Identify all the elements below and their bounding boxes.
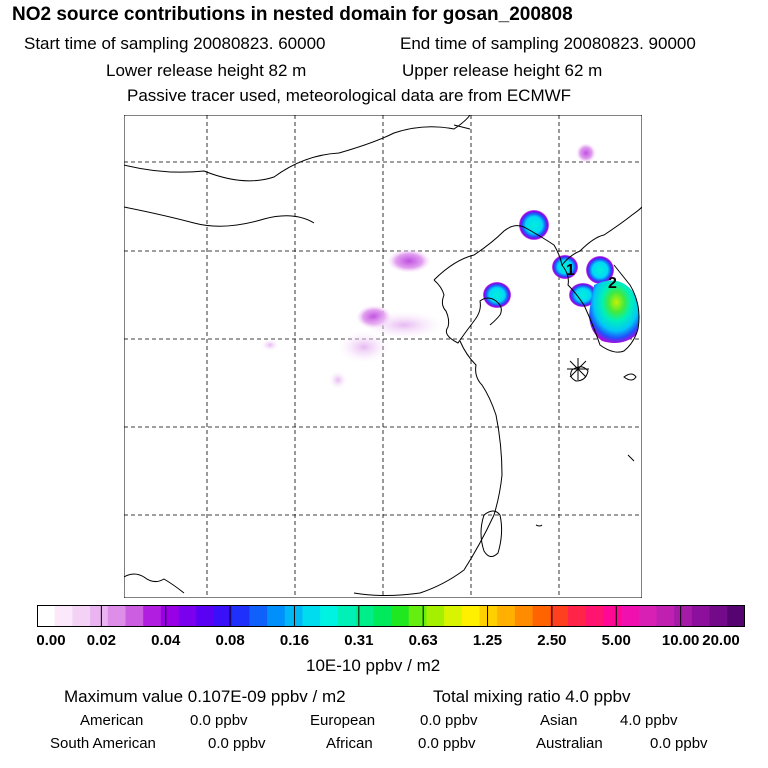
plume-pyongyang [552,255,578,279]
colorbar-cell [302,605,321,627]
colorbar-cell [408,605,427,627]
plume-korea-south [589,280,639,343]
end-time-label: End time of sampling 20080823. 90000 [400,34,696,53]
plume-korea-north [586,256,614,284]
region-name-south-american: South American [50,735,156,752]
colorbar-cell [355,605,374,627]
colorbar-cell [320,605,339,627]
colorbar-unit-label: 10E-10 ppbv / m2 [306,656,441,675]
colorbar-tick-label: 20.00 [702,632,740,649]
colorbar-tick-label: 0.16 [279,632,310,649]
region-name-australian: Australian [536,735,603,752]
plume-seoul [569,283,597,307]
plume-inland-band [364,311,444,339]
colorbar-cell [37,605,56,627]
colorbar-tick-label: 0.00 [36,632,66,649]
colorbar-tick-label: 0.08 [215,632,245,649]
colorbar-cell [532,605,551,627]
region-value-asian: 4.0 ppbv [620,712,678,729]
colorbar-cell [143,605,162,627]
colorbar [37,605,745,627]
colorbar-cell [568,605,587,627]
colorbar-cell [426,605,445,627]
receptor-marker [567,358,589,380]
plume-inland-far-south [329,371,347,389]
page-title: NO2 source contributions in nested domai… [12,4,573,25]
colorbar-cell [603,605,622,627]
colorbar-tick-label: 0.31 [344,632,374,649]
colorbar-cell [214,605,233,627]
colorbar-tick-label: 0.04 [151,632,181,649]
colorbar-cell [72,605,91,627]
colorbar-cell [337,605,357,627]
colorbar-cell [373,605,392,627]
colorbar-cell [267,605,286,627]
colorbar-cell [709,605,728,627]
colorbar-tick-label: 10.00 [661,632,700,649]
source-marker-2: 2 [608,275,617,292]
plume-inland-north [387,249,431,273]
colorbar-tick-label: 0.63 [408,632,438,649]
plume-inland-south [338,331,390,363]
plume-manchuria [519,210,549,240]
total-mixing-ratio-label: Total mixing ratio 4.0 ppbv [433,687,631,706]
colorbar-cell [249,605,268,627]
colorbar-tick-label: 5.00 [601,632,631,649]
colorbar-cell [638,605,658,627]
colorbar-cell [514,605,534,627]
colorbar-cell [54,605,73,627]
region-name-asian: Asian [540,712,578,729]
colorbar-cell [107,605,127,627]
colorbar-cell [674,605,693,627]
colorbar-tick-label: 2.50 [537,632,567,649]
colorbar-cell [461,605,481,627]
colorbar-cell [727,605,745,627]
colorbar-tick-label: 1.25 [472,632,503,649]
colorbar-cell [196,605,215,627]
colorbar-cell [160,605,180,627]
lower-release-height-label: Lower release height 82 m [106,61,307,80]
map-panel: 1 2 [124,115,642,598]
source-marker-1: 1 [566,262,575,279]
region-value-south-american: 0.0 ppbv [208,735,266,752]
colorbar-cell [497,605,516,627]
colorbar-cell [178,605,197,627]
tracer-info-label: Passive tracer used, meteorological data… [127,86,572,105]
region-name-african: African [326,735,373,752]
region-value-american: 0.0 ppbv [190,712,248,729]
max-value-label: Maximum value 0.107E-09 ppbv / m2 [64,687,346,706]
colorbar-cell [621,605,640,627]
region-value-australian: 0.0 ppbv [650,735,708,752]
region-name-european: European [310,712,376,729]
region-name-american: American [80,712,144,729]
concentration-field [261,143,639,389]
colorbar-cell [656,605,675,627]
plume-liaodong [483,282,511,308]
colorbar-cell [444,605,463,627]
start-time-label: Start time of sampling 20080823. 60000 [24,34,326,53]
colorbar-cell [585,605,604,627]
colorbar-cell [479,605,498,627]
colorbar-cell [550,605,569,627]
plume-inland-west [261,339,279,351]
plume-north [576,143,596,163]
colorbar-tick-label: 0.02 [86,632,116,649]
region-value-african: 0.0 ppbv [418,735,476,752]
region-value-european: 0.0 ppbv [420,712,478,729]
colorbar-cell [125,605,144,627]
colorbar-cell [691,605,711,627]
colorbar-cell [391,605,410,627]
colorbar-cell [90,605,109,627]
upper-release-height-label: Upper release height 62 m [402,61,603,80]
colorbar-cell [231,605,250,627]
